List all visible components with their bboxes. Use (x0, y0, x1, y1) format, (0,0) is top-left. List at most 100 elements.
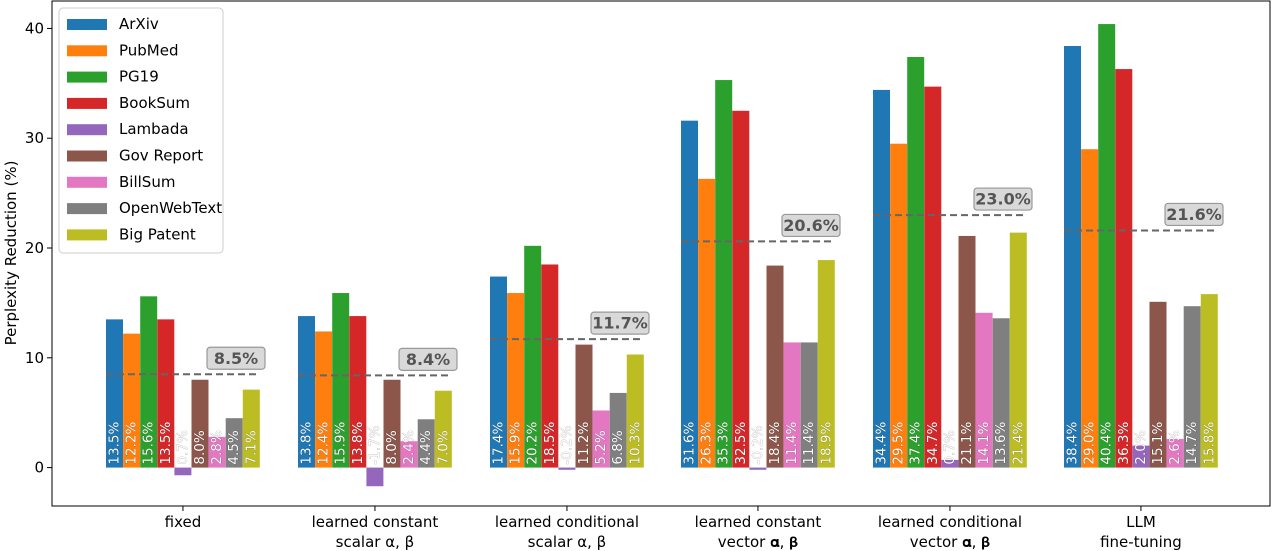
bar-value-label: 8.0% (384, 430, 400, 464)
y-axis-label: Perplexity Reduction (%) (2, 161, 20, 346)
bar-pg19-3 (715, 80, 733, 468)
legend-label: PubMed (119, 41, 179, 59)
legend-swatch (67, 71, 107, 83)
legend-label: ArXiv (119, 15, 159, 33)
bar-value-label: 2.6% (1167, 430, 1183, 464)
bar-value-label: -0.2% (559, 425, 575, 464)
bar-value-label: 14.1% (976, 422, 992, 465)
bar-value-label: 12.4% (316, 422, 332, 465)
bar-value-label: 13.6% (993, 422, 1009, 465)
bar-value-label: 7.1% (243, 430, 259, 464)
bar-openwebtext-3 (800, 342, 818, 468)
legend-swatch (67, 229, 107, 241)
legend-swatch (67, 203, 107, 215)
legend-swatch (67, 176, 107, 188)
bar-value-label: -1.7% (367, 425, 383, 464)
bar-value-label: 11.4% (801, 422, 817, 465)
bar-value-label: 31.6% (682, 422, 698, 465)
bar-value-label: 10.3% (627, 422, 643, 465)
bar-pubmed-4 (890, 143, 908, 468)
bar-value-label: 8.0% (192, 430, 208, 464)
bar-billsum-3 (783, 342, 801, 468)
bar-value-label: 4.5% (226, 430, 242, 464)
bar-value-label: 26.3% (699, 422, 715, 465)
bar-arxiv-4 (873, 89, 890, 468)
legend-label: Gov Report (119, 147, 203, 165)
bar-value-label: 18.5% (542, 422, 558, 465)
bar-value-label: 0.7% (175, 430, 191, 464)
bar-big-patent-2 (626, 354, 644, 468)
y-tick-label: 0 (34, 459, 44, 477)
bar-openwebtext-2 (609, 392, 627, 468)
bar-value-label: -0.2% (750, 425, 766, 464)
bar-value-label: 21.1% (959, 422, 975, 465)
bar-arxiv-3 (681, 120, 698, 468)
bar-gov-report-2 (575, 344, 593, 468)
average-label: 20.6% (783, 216, 839, 235)
x-tick-label: learned constant (312, 513, 439, 531)
bar-openwebtext-4 (992, 318, 1010, 468)
y-axis: 0 10 20 30 40 (25, 19, 52, 477)
bar-gov-report-3 (766, 265, 784, 468)
legend-box (58, 7, 224, 254)
bar-value-label: 15.9% (508, 422, 524, 465)
bar-pubmed-2 (507, 293, 525, 468)
bar-value-label: 40.4% (1099, 422, 1115, 465)
bar-big-patent-1 (434, 390, 452, 468)
bar-big-patent-0 (242, 389, 260, 468)
bar-value-label: 2.8% (209, 430, 225, 464)
x-axis: fixed learned constant scalar α, β learned … (165, 506, 1182, 551)
bar-gov-report-0 (191, 379, 209, 468)
bar-arxiv-0 (106, 319, 123, 468)
legend: ArXiv PubMed PG19 BookSum Lambada Gov Report B… (58, 7, 224, 254)
bar-value-label: 5.2% (593, 430, 609, 464)
bar-gov-report-4 (958, 235, 976, 468)
legend-swatch (67, 45, 107, 57)
x-tick-label-line2: vector 𝛂, 𝛃 (910, 533, 990, 551)
bar-pg19-5 (1098, 24, 1116, 468)
bar-value-label: 15.9% (333, 422, 349, 465)
average-label: 23.0% (975, 190, 1031, 209)
average-lines-layer: 8.5% 8.4% 11.7% 20.6% 23.0% 21.6% (106, 187, 1224, 377)
bar-pubmed-1 (315, 331, 333, 468)
bar-lambada-5 (1132, 445, 1150, 468)
bar-value-label: 15.8% (1201, 422, 1217, 465)
bar-value-label: 34.4% (874, 422, 890, 465)
bar-value-label: 38.4% (1065, 422, 1081, 465)
bar-pg19-2 (524, 245, 542, 468)
bar-booksum-4 (924, 86, 942, 468)
bar-pubmed-5 (1081, 149, 1099, 468)
x-tick-label-line2: fine-tuning (1100, 533, 1182, 551)
x-tick-label-line2: scalar α, β (528, 533, 607, 551)
bar-value-label: 13.5% (107, 422, 123, 465)
bar-value-label: 4.4% (418, 430, 434, 464)
bar-value-label: 7.0% (435, 430, 451, 464)
bar-value-label: 18.9% (818, 422, 834, 465)
bar-billsum-5 (1166, 439, 1184, 468)
average-label-box (1164, 202, 1224, 227)
legend-swatch (67, 19, 107, 30)
average-label-box (781, 213, 841, 238)
average-label: 21.6% (1166, 205, 1222, 224)
bar-value-label: 17.4% (491, 422, 507, 465)
x-tick-label-line2: vector 𝛂, 𝛃 (718, 533, 798, 551)
legend-label: OpenWebText (119, 199, 222, 217)
bar-value-label: 37.4% (908, 422, 924, 465)
legend-swatch (67, 124, 107, 136)
bar-value-label: 15.6% (141, 422, 157, 465)
bar-booksum-1 (349, 316, 367, 468)
average-label: 8.4% (406, 350, 450, 369)
bar-value-label: 29.0% (1082, 422, 1098, 465)
bar-value-label: 35.3% (716, 422, 732, 465)
bar-value-label: 13.8% (350, 422, 366, 465)
bar-value-label: 12.2% (124, 422, 140, 465)
bar-gov-report-1 (383, 379, 401, 468)
y-tick-label: 20 (25, 239, 44, 257)
average-label-box (206, 346, 266, 370)
bar-billsum-4 (975, 312, 993, 468)
bar-lambada-1 (366, 467, 384, 487)
bar-labels-layer: 13.5% 13.8% 17.4% 31.6% 34.4% 38.4% 12.2% 12.4%… (106, 421, 1217, 465)
legend-label: BillSum (119, 173, 175, 191)
bar-pubmed-3 (698, 178, 716, 468)
bar-lambada-2 (558, 467, 576, 470)
